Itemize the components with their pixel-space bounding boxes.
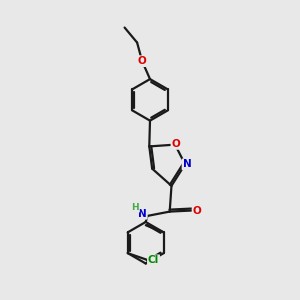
Text: H: H	[131, 203, 139, 212]
Text: N: N	[182, 159, 191, 169]
Text: Cl: Cl	[148, 255, 159, 265]
Text: N: N	[138, 209, 147, 219]
Text: O: O	[193, 206, 201, 215]
Text: O: O	[138, 56, 146, 66]
Text: O: O	[171, 139, 180, 149]
